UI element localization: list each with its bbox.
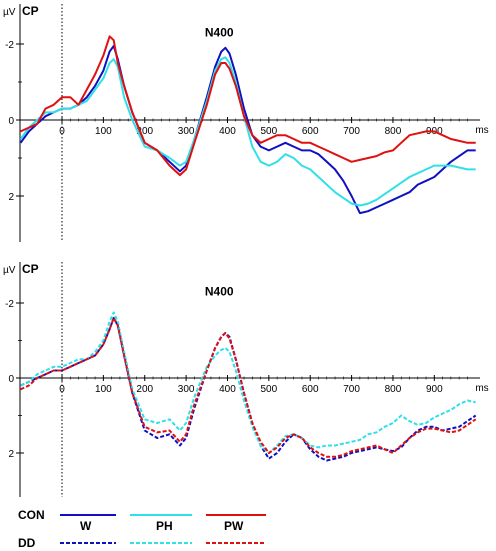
legend-condition-ph: PH [156, 519, 173, 533]
x-tick-label: 600 [302, 126, 319, 137]
series-con-ph [19, 56, 476, 207]
panel-label: CP [22, 262, 39, 276]
x-tick-label: 500 [261, 126, 278, 137]
x-tick-label: 700 [343, 384, 360, 395]
x-tick-label: 600 [302, 384, 319, 395]
x-tick-label: 800 [385, 384, 402, 395]
x-tick-label: 0 [59, 384, 65, 395]
x-tick-label: 100 [95, 126, 112, 137]
series-dd-pw [20, 317, 477, 458]
legend-condition-w: W [80, 519, 92, 533]
x-tick-label: 500 [261, 384, 278, 395]
y-tick-label: -2 [5, 40, 14, 51]
y-tick-label: 2 [8, 449, 14, 460]
y-tick-label: 0 [8, 374, 14, 385]
x-unit-label: ms [475, 125, 488, 136]
y-unit-label: µV [3, 7, 16, 18]
legend-condition-pw: PW [224, 519, 244, 533]
x-tick-label: 400 [219, 126, 236, 137]
legend-group-con: CON [18, 508, 45, 522]
x-tick-label: 100 [95, 384, 112, 395]
n400-annotation: N400 [205, 285, 234, 299]
n400-annotation: N400 [205, 25, 234, 39]
legend: CON DD W PH PW [18, 508, 266, 550]
x-tick-label: 900 [426, 384, 443, 395]
x-tick-label: 300 [178, 384, 195, 395]
x-tick-label: 0 [59, 126, 65, 137]
x-tick-label: 400 [219, 384, 236, 395]
y-unit-label: µV [3, 265, 16, 276]
series-con-w [19, 44, 476, 215]
series-con-pw [20, 35, 476, 177]
x-tick-label: 700 [343, 126, 360, 137]
y-tick-label: -2 [5, 299, 14, 310]
y-tick-label: 0 [8, 116, 14, 127]
panel-label: CP [22, 4, 39, 18]
y-tick-label: 2 [8, 192, 14, 203]
legend-group-dd: DD [18, 536, 36, 550]
x-tick-label: 200 [136, 384, 153, 395]
panel-bottom: 0 100 200 300 400 500 600 700 800 900 ms -2 0 2 µV CP N4… [3, 262, 489, 497]
x-unit-label: ms [475, 383, 488, 394]
x-tick-label: 800 [385, 126, 402, 137]
x-tick-label: 300 [178, 126, 195, 137]
x-tick-label: 200 [136, 126, 153, 137]
series-dd-ph [20, 311, 476, 454]
